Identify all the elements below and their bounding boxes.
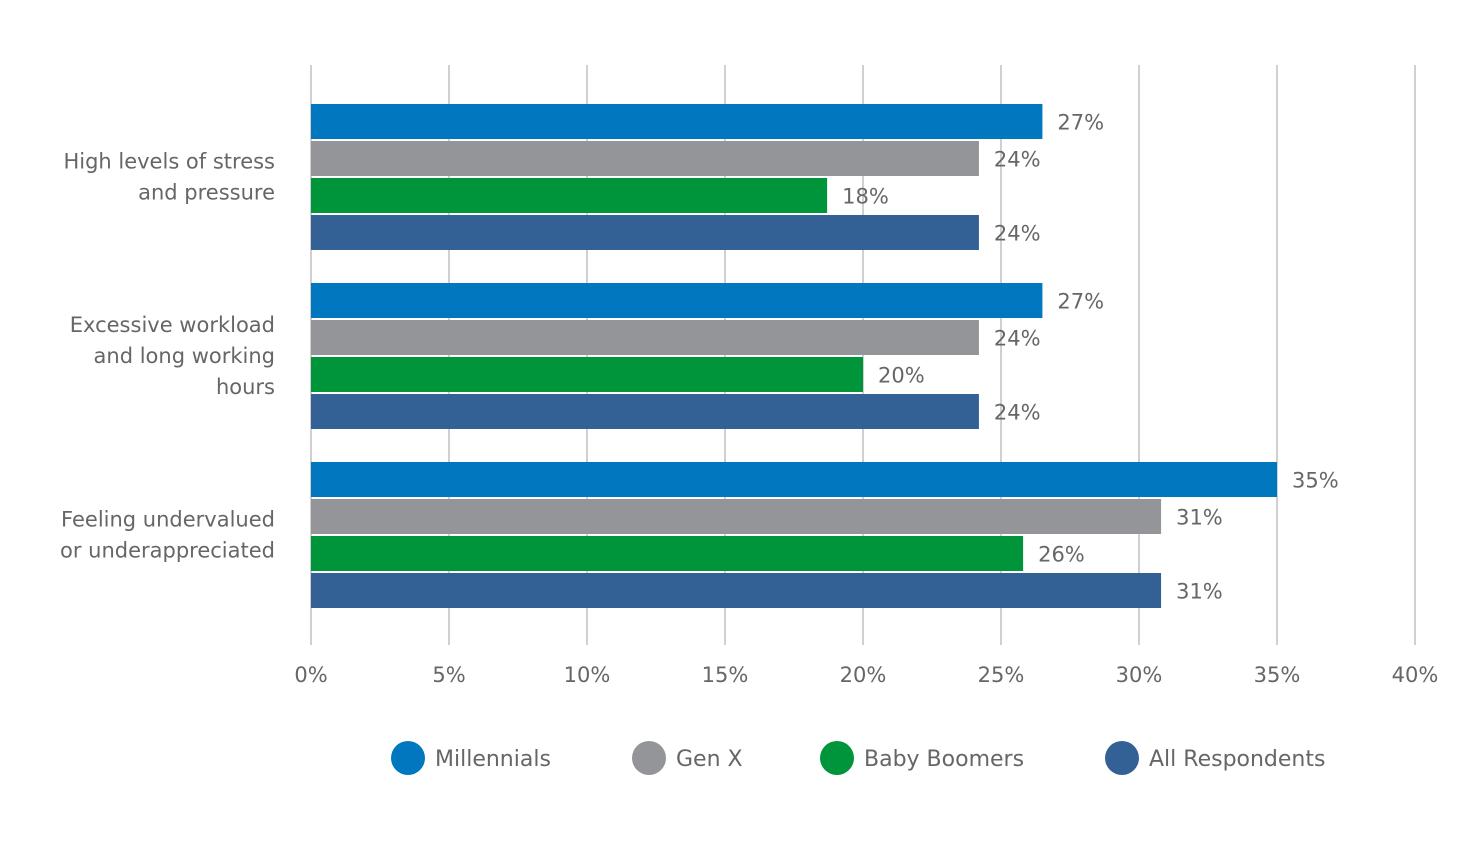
value-label: 27% (1057, 290, 1104, 314)
x-axis-ticks: 0% 5% 10% 15% 20% 25% 30% 35% 40% (294, 663, 1438, 687)
legend-label: All Respondents (1149, 747, 1325, 772)
value-label: 26% (1038, 543, 1085, 567)
bar (311, 104, 1043, 139)
bar (311, 536, 1024, 571)
legend-label: Millennials (435, 747, 551, 772)
bar (311, 462, 1277, 497)
x-tick-label: 35% (1254, 663, 1301, 687)
category-label: and long working (94, 344, 275, 368)
value-label: 35% (1292, 469, 1339, 493)
value-label: 27% (1057, 111, 1104, 135)
legend-swatch-icon (1105, 741, 1139, 775)
x-tick-label: 5% (432, 663, 465, 687)
x-tick-label: 10% (564, 663, 611, 687)
bar (311, 394, 979, 429)
value-label: 18% (842, 185, 889, 209)
value-label: 24% (994, 148, 1041, 172)
x-tick-label: 20% (840, 663, 887, 687)
category-labels: High levels of stress and pressure Excessi… (60, 150, 275, 563)
value-label: 24% (994, 327, 1041, 351)
bar (311, 215, 979, 250)
x-tick-label: 15% (702, 663, 749, 687)
legend-swatch-icon (820, 741, 854, 775)
value-label: 31% (1176, 506, 1223, 530)
x-tick-label: 0% (294, 663, 327, 687)
bar (311, 357, 863, 392)
legend-swatch-icon (632, 741, 666, 775)
category-label: or underappreciated (60, 539, 275, 563)
bar (311, 141, 979, 176)
bars (311, 104, 1277, 608)
legend-label: Baby Boomers (864, 747, 1024, 772)
legend: Millennials Gen X Baby Boomers All Responde… (391, 741, 1325, 775)
bar (311, 320, 979, 355)
value-label: 24% (994, 401, 1041, 425)
x-tick-label: 30% (1116, 663, 1163, 687)
category-label: High levels of stress (63, 150, 275, 174)
value-label: 20% (878, 364, 925, 388)
bar (311, 499, 1162, 534)
value-labels: 27% 24% 18% 24% 27% 24% 20% 24% 35% 31% 26% 31% (842, 111, 1339, 604)
legend-swatch-icon (391, 741, 425, 775)
category-label: Excessive workload (70, 313, 275, 337)
x-tick-label: 25% (978, 663, 1025, 687)
category-label: Feeling undervalued (61, 508, 275, 532)
value-label: 31% (1176, 580, 1223, 604)
category-label: hours (216, 375, 275, 399)
legend-label: Gen X (676, 747, 743, 772)
value-label: 24% (994, 222, 1041, 246)
bar (311, 283, 1043, 318)
category-label: and pressure (138, 181, 275, 205)
bar (311, 573, 1162, 608)
bar (311, 178, 828, 213)
x-tick-label: 40% (1392, 663, 1439, 687)
